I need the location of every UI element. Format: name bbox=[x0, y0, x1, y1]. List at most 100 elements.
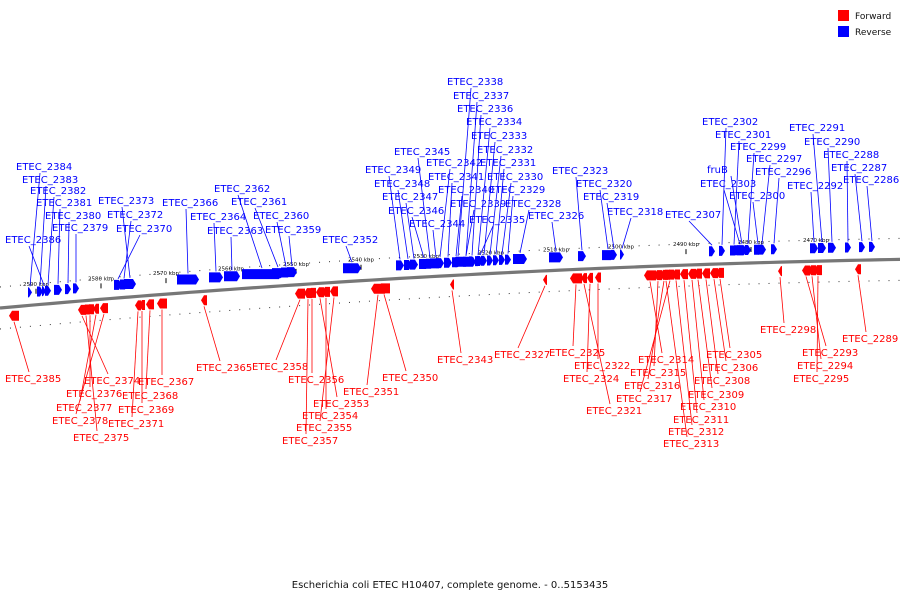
gene-arrow-etec-2349[interactable] bbox=[396, 260, 404, 271]
gene-label[interactable]: ETEC_2305 bbox=[706, 350, 762, 361]
gene-label[interactable]: ETEC_2341 bbox=[428, 172, 484, 183]
gene-arrow-etec-2302[interactable] bbox=[719, 245, 725, 256]
gene-label[interactable]: ETEC_2361 bbox=[231, 197, 287, 208]
gene-label[interactable]: ETEC_2345 bbox=[394, 147, 450, 158]
gene-label[interactable]: ETEC_2335 bbox=[469, 215, 525, 226]
gene-label[interactable]: ETEC_2314 bbox=[638, 355, 694, 366]
gene-label[interactable]: ETEC_2332 bbox=[477, 145, 533, 156]
gene-label[interactable]: ETEC_2349 bbox=[365, 165, 421, 176]
gene-arrow-etec-2331[interactable] bbox=[493, 255, 499, 266]
gene-label[interactable]: ETEC_2307 bbox=[665, 210, 721, 221]
gene-arrow-etec-2384[interactable] bbox=[28, 287, 32, 298]
gene-label[interactable]: ETEC_2359 bbox=[265, 225, 321, 236]
gene-arrow-etec-2335[interactable] bbox=[477, 256, 483, 267]
gene-arrow-etec-2328[interactable] bbox=[513, 254, 527, 265]
gene-arrow-etec-2315[interactable] bbox=[654, 270, 662, 281]
gene-label[interactable]: ETEC_2315 bbox=[630, 368, 686, 379]
gene-label[interactable]: ETEC_2383 bbox=[22, 175, 78, 186]
gene-label[interactable]: ETEC_2295 bbox=[793, 374, 849, 385]
gene-arrow-etec-2355[interactable] bbox=[330, 286, 338, 297]
gene-arrow-etec-2287[interactable] bbox=[859, 242, 865, 253]
gene-arrow-etec-2383[interactable] bbox=[37, 286, 43, 297]
gene-label[interactable]: ETEC_2326 bbox=[528, 211, 584, 222]
gene-label[interactable]: ETEC_2297 bbox=[746, 154, 802, 165]
gene-label[interactable]: ETEC_2316 bbox=[624, 381, 680, 392]
gene-arrow-etec-2292[interactable] bbox=[810, 243, 818, 254]
gene-arrow-etec-2332[interactable] bbox=[487, 255, 493, 266]
gene-label[interactable]: ETEC_2292 bbox=[787, 181, 843, 192]
gene-arrow-etec-2372[interactable] bbox=[120, 279, 128, 290]
gene-label[interactable]: ETEC_2385 bbox=[5, 374, 61, 385]
gene-label[interactable]: ETEC_2373 bbox=[98, 196, 154, 207]
gene-label[interactable]: ETEC_2299 bbox=[730, 142, 786, 153]
gene-arrow-etec-2288[interactable] bbox=[845, 242, 851, 253]
gene-arrow-etec-2386[interactable] bbox=[42, 286, 46, 297]
gene-label[interactable]: ETEC_2351 bbox=[343, 387, 399, 398]
gene-label[interactable]: ETEC_2348 bbox=[374, 179, 430, 190]
gene-arrow-etec-2313[interactable] bbox=[662, 269, 670, 280]
gene-label[interactable]: ETEC_2336 bbox=[457, 104, 513, 115]
gene-label[interactable]: ETEC_2296 bbox=[755, 167, 811, 178]
gene-label[interactable]: ETEC_2355 bbox=[296, 423, 352, 434]
gene-label[interactable]: ETEC_2375 bbox=[73, 433, 129, 444]
gene-label[interactable]: ETEC_2327 bbox=[494, 350, 550, 361]
gene-arrow-etec-2344[interactable] bbox=[430, 258, 442, 269]
gene-arrow-etec-2286[interactable] bbox=[869, 241, 875, 252]
gene-label[interactable]: ETEC_2331 bbox=[480, 158, 536, 169]
gene-arrow-etec-2308[interactable] bbox=[702, 268, 710, 279]
gene-label[interactable]: ETEC_2286 bbox=[843, 175, 899, 186]
gene-arrow-etec-2310[interactable] bbox=[688, 268, 696, 279]
gene-label[interactable]: ETEC_2303 bbox=[700, 179, 756, 190]
gene-label[interactable]: ETEC_2322 bbox=[574, 361, 630, 372]
gene-label[interactable]: ETEC_2329 bbox=[489, 185, 545, 196]
gene-label[interactable]: ETEC_2319 bbox=[583, 192, 639, 203]
gene-label[interactable]: ETEC_2339 bbox=[450, 199, 506, 210]
gene-label[interactable]: ETEC_2300 bbox=[729, 191, 785, 202]
gene-label[interactable]: ETEC_2376 bbox=[66, 389, 122, 400]
gene-arrow-etec-2340[interactable] bbox=[452, 257, 460, 268]
gene-arrow-etec-2350[interactable] bbox=[378, 283, 390, 294]
gene-label[interactable]: ETEC_2347 bbox=[382, 192, 438, 203]
gene-label[interactable]: ETEC_2294 bbox=[797, 361, 853, 372]
gene-arrow-etec-2346[interactable] bbox=[419, 259, 429, 270]
gene-label[interactable]: ETEC_2309 bbox=[688, 390, 744, 401]
gene-label[interactable]: ETEC_2381 bbox=[36, 198, 92, 209]
gene-label[interactable]: ETEC_2346 bbox=[388, 206, 444, 217]
gene-label[interactable]: ETEC_2328 bbox=[505, 199, 561, 210]
gene-arrow-etec-2299[interactable] bbox=[745, 245, 751, 256]
gene-arrow-etec-2289[interactable] bbox=[855, 264, 861, 275]
gene-arrow-etec-2314[interactable] bbox=[644, 270, 656, 281]
gene-arrow-etec-2357[interactable] bbox=[304, 288, 312, 299]
gene-arrow-etec-2296[interactable] bbox=[771, 244, 777, 255]
gene-label[interactable]: ETEC_2302 bbox=[702, 117, 758, 128]
gene-label[interactable]: ETEC_2324 bbox=[563, 374, 619, 385]
gene-arrow-etec-2359[interactable] bbox=[287, 267, 297, 278]
gene-arrow-etec-2363[interactable] bbox=[224, 271, 240, 282]
gene-label[interactable]: ETEC_2323 bbox=[552, 166, 608, 177]
gene-label[interactable]: ETEC_2288 bbox=[823, 150, 879, 161]
gene-label[interactable]: ETEC_2290 bbox=[804, 137, 860, 148]
gene-arrow-etec-2306[interactable] bbox=[710, 268, 718, 279]
gene-label[interactable]: ETEC_2368 bbox=[122, 391, 178, 402]
gene-label[interactable]: ETEC_2360 bbox=[253, 211, 309, 222]
gene-arrow-etec-2381[interactable] bbox=[54, 284, 62, 295]
gene-arrow-etec-2311[interactable] bbox=[680, 269, 688, 280]
gene-label[interactable]: ETEC_2380 bbox=[45, 211, 101, 222]
gene-label[interactable]: ETEC_2291 bbox=[789, 123, 845, 134]
gene-label[interactable]: ETEC_2371 bbox=[108, 419, 164, 430]
gene-label[interactable]: ETEC_2369 bbox=[118, 405, 174, 416]
gene-arrow-etec-2318[interactable] bbox=[620, 249, 624, 260]
gene-label[interactable]: ETEC_2325 bbox=[549, 348, 605, 359]
gene-label[interactable]: ETEC_2344 bbox=[409, 219, 465, 230]
gene-arrow-etec-2377[interactable] bbox=[93, 303, 99, 314]
gene-label[interactable]: ETEC_2384 bbox=[16, 162, 72, 173]
gene-label[interactable]: ETEC_2342 bbox=[426, 158, 482, 169]
gene-arrow-etec-2341[interactable] bbox=[444, 257, 452, 268]
gene-label[interactable]: ETEC_2377 bbox=[56, 403, 112, 414]
gene-arrow-etec-2303[interactable] bbox=[734, 245, 746, 256]
gene-label[interactable]: ETEC_2366 bbox=[162, 198, 218, 209]
gene-label[interactable]: ETEC_2353 bbox=[313, 399, 369, 410]
gene-arrow-etec-2298[interactable] bbox=[778, 266, 782, 277]
gene-arrow-etec-2367[interactable] bbox=[157, 298, 167, 309]
gene-arrow-etec-2347[interactable] bbox=[410, 259, 418, 270]
